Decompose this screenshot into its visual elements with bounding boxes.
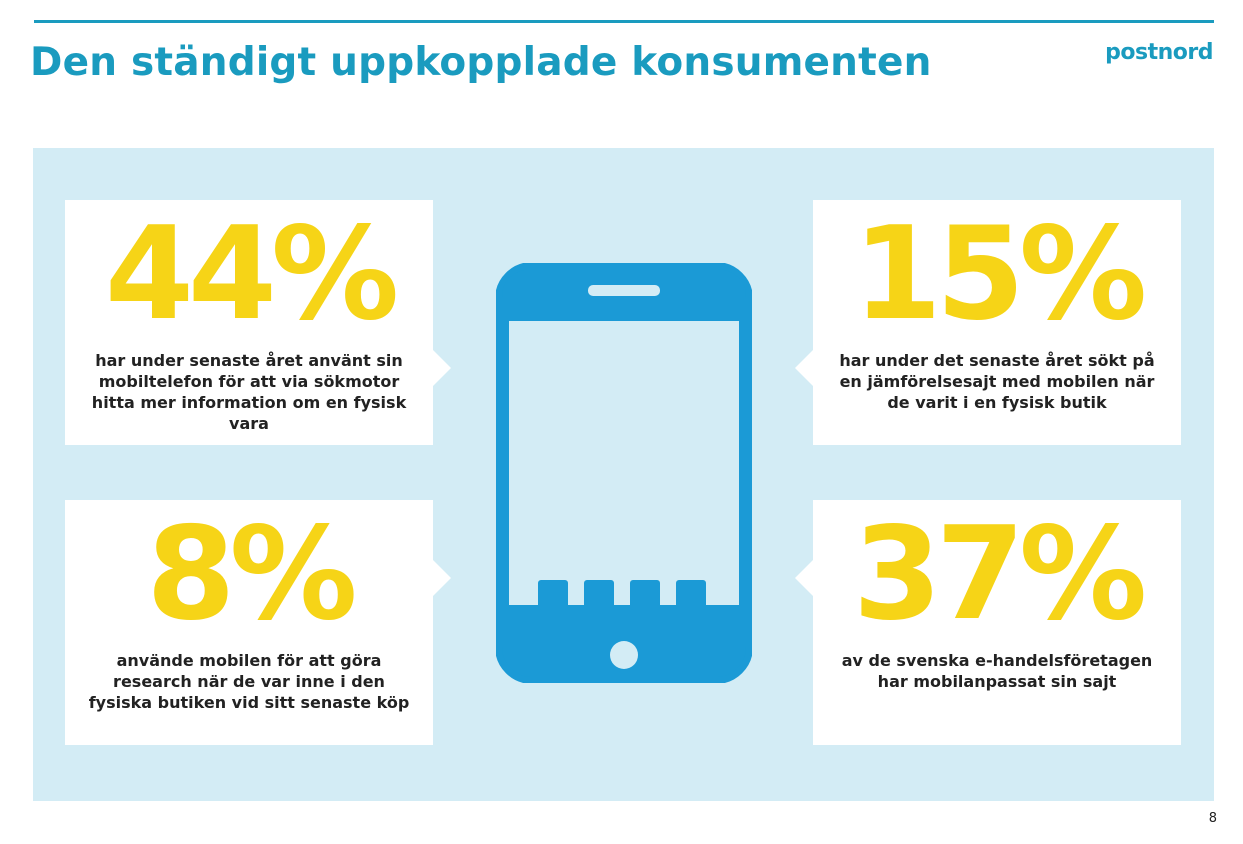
stat-description: använde mobilen för att göra research nä… [88,651,410,712]
phone-speaker [588,285,660,296]
stat-description: av de svenska e-handelsföretagen har mob… [841,651,1153,691]
home-button [610,641,638,669]
stat-value: 44% [104,200,399,349]
stat-card-15: 15% har under det senaste året sökt på e… [795,200,1181,445]
stat-card-44: 44% har under senaste året använt sin mo… [65,200,451,445]
infographic-panel: 44% har under senaste året använt sin mo… [33,148,1214,801]
smartphone-icon [496,263,752,683]
stat-description: har under det senaste året sökt på en jä… [839,351,1155,412]
stat-card-8: 8% använde mobilen för att göra research… [65,500,451,745]
page-title: Den ständigt uppkopplade konsumenten [30,40,932,85]
app-icon [538,580,568,610]
app-icon [630,580,660,610]
stat-value: 15% [852,200,1147,349]
stat-value: 37% [852,500,1147,649]
app-icon [584,580,614,610]
page-number: 8 [1208,811,1217,826]
stat-card-37: 37% av de svenska e-handelsföretagen har… [795,500,1181,745]
stat-description: har under senaste året använt sin mobilt… [91,351,407,433]
postnord-logo: postnord [1105,40,1213,65]
top-divider [34,20,1214,23]
stat-value: 8% [146,500,357,649]
app-icon [676,580,706,610]
